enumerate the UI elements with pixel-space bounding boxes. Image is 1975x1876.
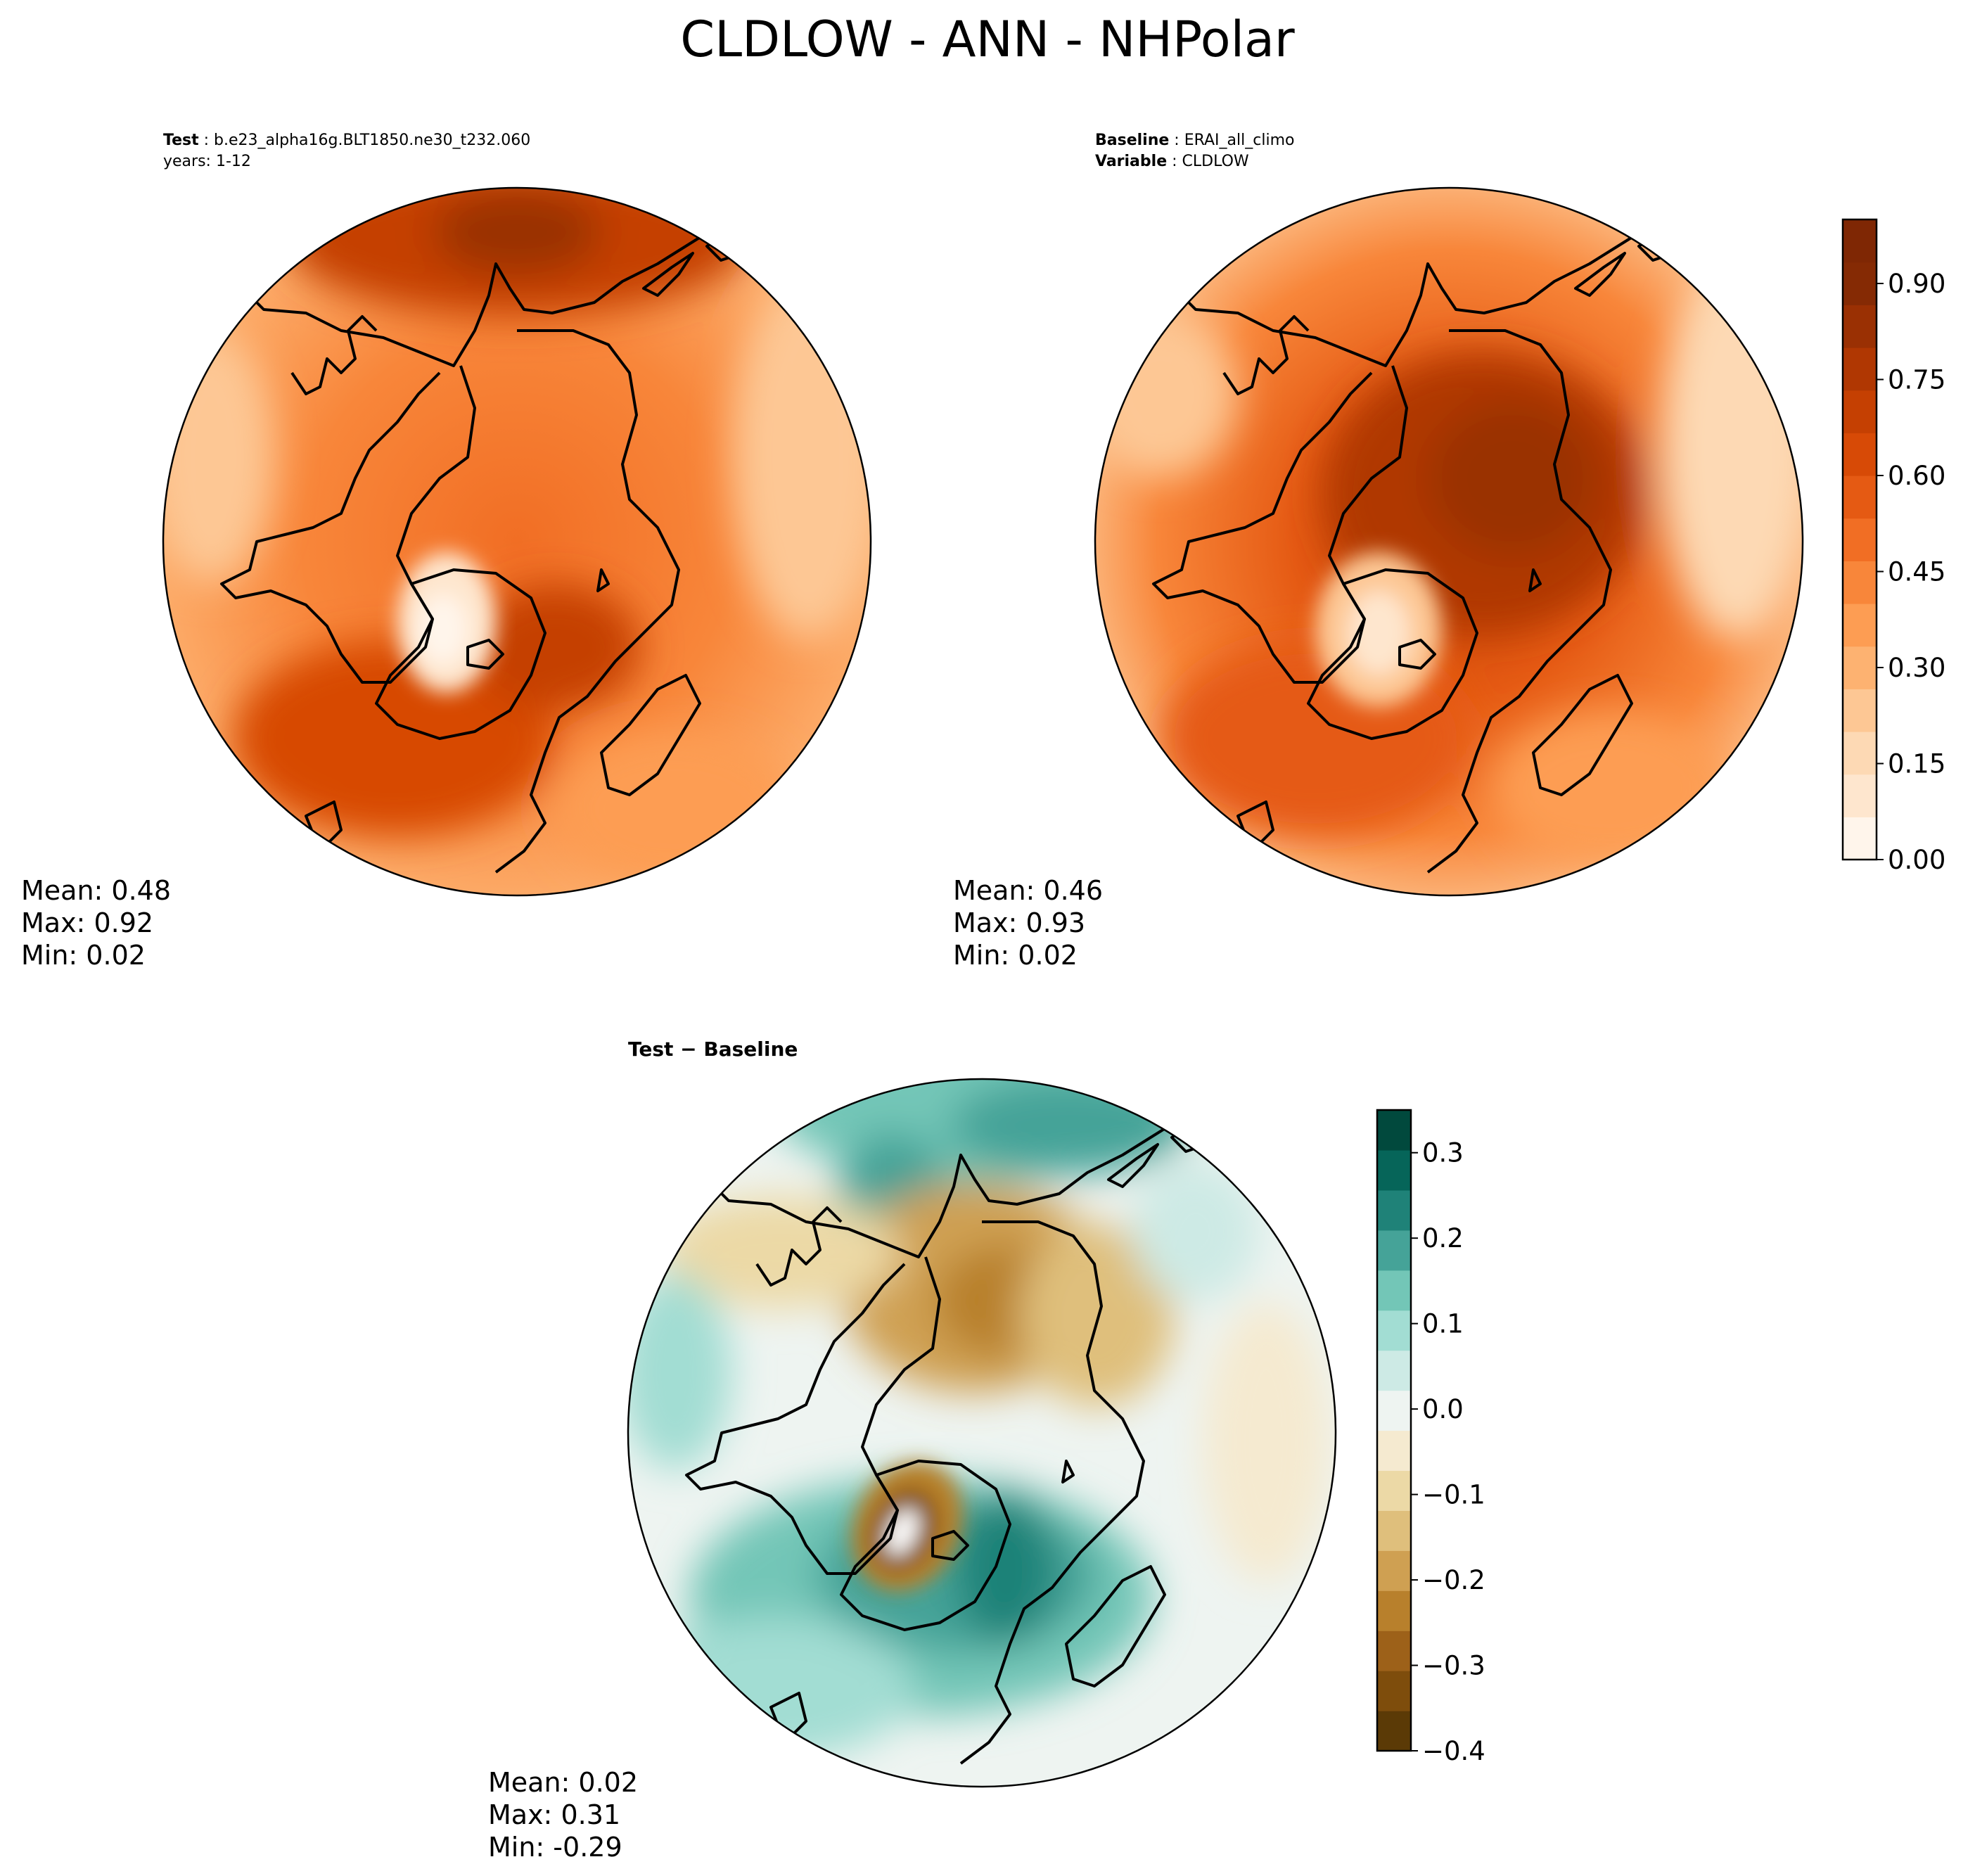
colorbar-diff-tick-label: −0.1 — [1422, 1480, 1485, 1510]
colorbar-top-swatch — [1843, 817, 1877, 860]
colorbar-diff-swatch — [1377, 1711, 1411, 1751]
panel-baseline-variable-sep: : — [1167, 153, 1182, 170]
panel-baseline-header-sep: : — [1169, 132, 1184, 149]
panel-baseline: Baseline : ERAI_all_climo Variable : CLD… — [953, 132, 1804, 971]
colorbar-top-swatch — [1843, 774, 1877, 817]
colorbar-diff-tick-label: −0.3 — [1422, 1651, 1485, 1681]
panel-diff-stat-mean: Mean: 0.02 — [488, 1767, 638, 1798]
panel-test-stat-max: Max: 0.92 — [21, 907, 153, 938]
colorbar-diff-swatch — [1377, 1110, 1411, 1151]
panel-test-header-years: years: 1-12 — [163, 153, 251, 170]
panel-baseline-stat-mean: Mean: 0.46 — [953, 875, 1103, 906]
colorbar-diff-tick-label: 0.2 — [1422, 1223, 1464, 1253]
panel-diff: Test − Baseline — [488, 1038, 1337, 1863]
colorbar-diff-swatch — [1377, 1510, 1411, 1551]
colorbar-top-tick-label: 0.75 — [1888, 365, 1945, 395]
colorbar-top: 0.00 0.15 0.30 0.45 0.60 0.75 0.90 — [1841, 218, 1945, 875]
panel-test: Test : b.e23_alpha16g.BLT1850.ne30_t232.… — [21, 132, 872, 971]
colorbar-top-tick-label: 0.00 — [1888, 845, 1945, 875]
colorbar-top-swatch — [1843, 604, 1877, 647]
colorbar-top-tick-label: 0.15 — [1888, 749, 1945, 779]
panel-diff-map — [628, 1079, 1336, 1787]
colorbar-diff-swatch — [1377, 1350, 1411, 1391]
panel-diff-stat-min: Min: -0.29 — [488, 1832, 622, 1863]
figure-title: CLDLOW - ANN - NHPolar — [680, 11, 1295, 68]
colorbar-top-swatch — [1843, 646, 1877, 689]
colorbar-top-tick-label: 0.90 — [1888, 269, 1945, 299]
colorbar-top-tick-label: 0.30 — [1888, 653, 1945, 683]
panel-test-header-case: b.e23_alpha16g.BLT1850.ne30_t232.060 — [214, 132, 530, 149]
colorbar-diff: −0.4 −0.3 −0.2 −0.1 0.0 0.1 0.2 0.3 — [1376, 1109, 1485, 1766]
panel-baseline-map-boundary — [1094, 186, 1804, 897]
colorbar-top-tick-label: 0.60 — [1888, 461, 1945, 491]
colorbar-top-tick-label: 0.45 — [1888, 557, 1945, 587]
panel-test-header-label: Test — [163, 132, 199, 149]
panel-test-header-sep: : — [199, 132, 214, 149]
colorbar-diff-swatch — [1377, 1230, 1411, 1271]
panel-baseline-header-line2: Variable : CLDLOW — [1095, 153, 1249, 170]
panel-baseline-variable-value: CLDLOW — [1182, 153, 1249, 170]
colorbar-top-swatch — [1843, 390, 1877, 433]
colorbar-top-swatch — [1843, 518, 1877, 561]
colorbar-top-frame — [1841, 218, 1878, 861]
colorbar-diff-swatch — [1377, 1430, 1411, 1472]
panel-baseline-header-line1: Baseline : ERAI_all_climo — [1095, 132, 1294, 149]
colorbar-diff-tick-label: −0.4 — [1422, 1736, 1485, 1766]
colorbar-top-swatch — [1843, 347, 1877, 391]
colorbar-diff-swatch — [1377, 1671, 1411, 1711]
panel-baseline-variable-label: Variable — [1095, 153, 1167, 170]
panel-baseline-map — [1095, 188, 1803, 895]
colorbar-top-swatch — [1843, 476, 1877, 519]
colorbar-diff-tick-label: 0.0 — [1422, 1394, 1464, 1424]
colorbar-diff-swatch — [1377, 1149, 1411, 1191]
colorbar-diff-frame — [1376, 1109, 1412, 1752]
colorbar-top-swatch — [1843, 219, 1877, 263]
colorbar-top-swatch — [1843, 561, 1877, 604]
panel-test-header-line1: Test : b.e23_alpha16g.BLT1850.ne30_t232.… — [163, 132, 530, 149]
colorbar-diff-swatch — [1377, 1590, 1411, 1631]
colorbar-diff-swatch — [1377, 1189, 1411, 1231]
colorbar-diff-swatch — [1377, 1470, 1411, 1511]
panel-test-stat-min: Min: 0.02 — [21, 940, 146, 971]
panel-test-map-boundary — [162, 186, 872, 897]
colorbar-diff-swatch — [1377, 1631, 1411, 1671]
colorbar-top-swatch — [1843, 433, 1877, 476]
colorbar-diff-swatch — [1377, 1550, 1411, 1591]
panel-diff-title: Test − Baseline — [628, 1038, 798, 1061]
colorbar-diff-tick-label: 0.3 — [1422, 1138, 1464, 1168]
panel-diff-map-boundary — [627, 1078, 1337, 1788]
colorbar-top-swatch — [1843, 262, 1877, 305]
colorbar-diff-swatch — [1377, 1390, 1411, 1431]
colorbar-top-swatch — [1843, 689, 1877, 732]
panel-test-stat-mean: Mean: 0.48 — [21, 875, 171, 906]
colorbar-top-swatch — [1843, 305, 1877, 348]
colorbar-diff-swatch — [1377, 1310, 1411, 1351]
colorbar-top-swatch — [1843, 732, 1877, 775]
panel-baseline-stat-min: Min: 0.02 — [953, 940, 1078, 971]
panel-baseline-header-source: ERAI_all_climo — [1184, 132, 1295, 149]
panel-diff-stat-max: Max: 0.31 — [488, 1799, 620, 1830]
panel-test-map — [163, 188, 871, 895]
panel-baseline-header-label: Baseline — [1095, 132, 1169, 149]
panel-baseline-stat-max: Max: 0.93 — [953, 907, 1085, 938]
colorbar-diff-swatch — [1377, 1270, 1411, 1311]
colorbar-diff-tick-label: 0.1 — [1422, 1309, 1464, 1339]
colorbar-diff-tick-label: −0.2 — [1422, 1565, 1485, 1595]
